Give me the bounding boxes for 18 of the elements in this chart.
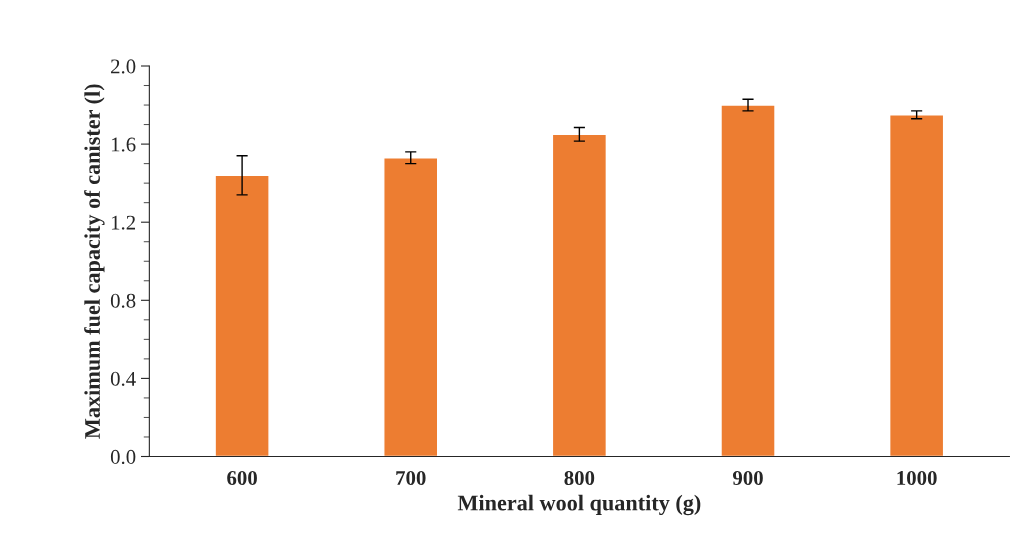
y-tick-label: 0.0 xyxy=(110,449,136,465)
bar xyxy=(720,104,776,457)
x-tick-label: 600 xyxy=(227,470,257,486)
y-axis-title: Maximum fuel capacity of canister (l) xyxy=(84,84,105,439)
bar xyxy=(551,133,608,457)
x-axis-title: Mineral wool quantity (g) xyxy=(457,494,701,516)
bar xyxy=(888,114,945,457)
bar xyxy=(214,174,270,457)
y-tick-label: 0.8 xyxy=(110,293,136,308)
bar xyxy=(383,157,439,457)
y-tick-label: 1.2 xyxy=(111,215,136,230)
x-tick-label: 700 xyxy=(396,470,426,486)
y-tick-label: 0.4 xyxy=(110,371,136,386)
x-tick-label: 800 xyxy=(564,470,595,486)
x-tick-label: 1000 xyxy=(897,470,937,486)
y-tick-label: 1.6 xyxy=(111,137,136,152)
y-tick-label: 2.0 xyxy=(111,59,136,74)
x-tick-label: 900 xyxy=(732,470,763,486)
